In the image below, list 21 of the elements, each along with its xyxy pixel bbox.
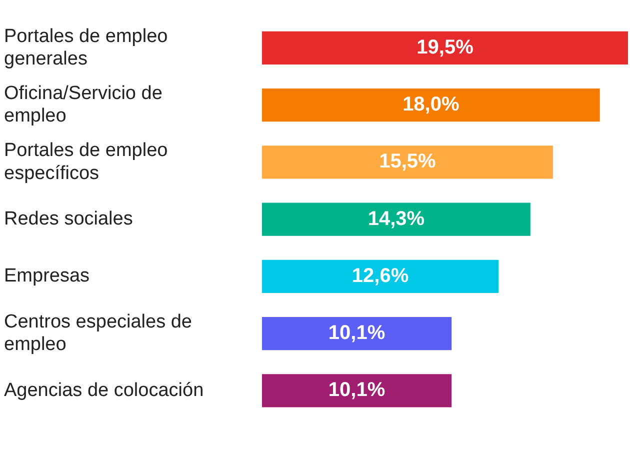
bar <box>262 202 530 236</box>
data-label: 18,0% <box>402 94 460 116</box>
y-tick-label: Oficina/Servicio de empleo <box>4 82 162 127</box>
bar <box>262 374 452 408</box>
bar <box>262 31 628 65</box>
y-tick-label: Redes sociales <box>4 208 133 230</box>
y-tick-label: Portales de empleo específicos <box>4 140 168 184</box>
data-label: 10,1% <box>328 322 386 344</box>
y-tick-label: Centros especiales de empleo <box>4 311 192 356</box>
y-tick-label: Empresas <box>4 266 90 287</box>
bar <box>262 146 553 179</box>
data-label: 12,6% <box>352 264 409 287</box>
data-label: 19,5% <box>416 36 474 58</box>
data-label: 10,1% <box>328 379 386 402</box>
y-tick-label: Portales de empleo generales <box>4 26 168 70</box>
bar <box>262 316 452 350</box>
data-label: 15,5% <box>379 150 436 173</box>
bar <box>262 88 600 122</box>
data-label: 14,3% <box>368 208 425 230</box>
bar <box>262 260 498 293</box>
y-tick-label: Agencias de colocación <box>4 380 204 401</box>
